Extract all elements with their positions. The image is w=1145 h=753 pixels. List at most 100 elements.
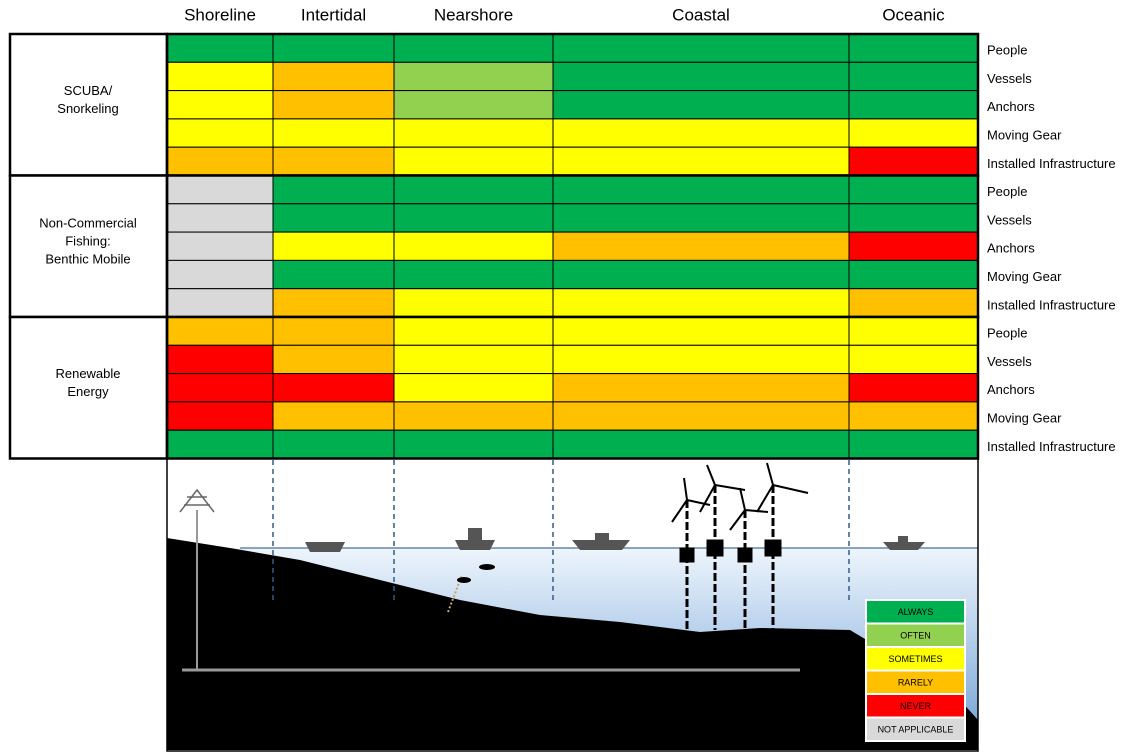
row-label: Anchors — [987, 241, 1035, 256]
cell — [166, 344, 274, 375]
cell — [393, 401, 554, 431]
row-label: Moving Gear — [987, 269, 1062, 284]
cell — [272, 231, 395, 261]
cell — [393, 33, 554, 63]
cell — [272, 146, 395, 176]
group-label-box — [8, 174, 169, 319]
cell — [552, 118, 850, 148]
cell — [166, 316, 274, 346]
column-header: Coastal — [672, 5, 730, 24]
legend-label: NOT APPLICABLE — [878, 725, 954, 735]
pylon-top — [179, 488, 215, 513]
cell — [272, 316, 395, 346]
cell — [272, 203, 395, 233]
cell — [552, 401, 850, 431]
row-label: Moving Gear — [987, 410, 1062, 425]
cell — [552, 429, 850, 460]
cell — [848, 203, 979, 233]
group-label: Benthic Mobile — [45, 252, 130, 267]
cell — [393, 429, 554, 460]
cell — [166, 33, 274, 63]
cell — [848, 401, 979, 431]
cell — [552, 344, 850, 375]
cell — [272, 344, 395, 375]
column-header: Nearshore — [434, 5, 513, 24]
cell — [848, 259, 979, 290]
group-label: Renewable — [55, 366, 120, 381]
cell — [848, 288, 979, 318]
cell — [848, 33, 979, 63]
cell — [848, 61, 979, 92]
cell — [848, 231, 979, 261]
cell — [166, 373, 274, 403]
cell — [393, 90, 554, 120]
cell — [552, 175, 850, 205]
cell — [552, 90, 850, 120]
group-label: Snorkeling — [57, 101, 118, 116]
cell — [552, 231, 850, 261]
cell — [552, 203, 850, 233]
cell — [393, 175, 554, 205]
cell — [848, 373, 979, 403]
cell — [166, 288, 274, 318]
illustration — [167, 462, 978, 750]
cell — [272, 288, 395, 318]
row-label: People — [987, 184, 1027, 199]
cell — [552, 316, 850, 346]
cell — [393, 61, 554, 92]
cell — [848, 175, 979, 205]
turbines — [671, 462, 809, 632]
illustration-border — [166, 457, 979, 752]
row-label: Installed Infrastructure — [987, 297, 1116, 312]
legend-label: NEVER — [900, 701, 932, 711]
seabed — [167, 538, 978, 750]
cell — [393, 203, 554, 233]
row-label: Vessels — [987, 354, 1032, 369]
cell — [272, 429, 395, 460]
column-header: Shoreline — [184, 5, 256, 24]
cell — [552, 259, 850, 290]
row-label: Installed Infrastructure — [987, 156, 1116, 171]
group-label-box — [8, 315, 169, 460]
cell — [393, 259, 554, 290]
cell — [393, 344, 554, 375]
cell — [848, 146, 979, 176]
cell — [272, 118, 395, 148]
cell — [272, 373, 395, 403]
cell — [552, 146, 850, 176]
column-header: Oceanic — [882, 5, 945, 24]
cell — [848, 429, 979, 460]
cell — [393, 118, 554, 148]
cell — [272, 175, 395, 205]
row-label: Moving Gear — [987, 127, 1062, 142]
cell — [272, 90, 395, 120]
cell — [166, 259, 274, 290]
cell — [848, 90, 979, 120]
cell — [166, 401, 274, 431]
legend-label: OFTEN — [900, 631, 931, 641]
cell — [848, 344, 979, 375]
legend-label: SOMETIMES — [888, 654, 942, 664]
cell — [166, 203, 274, 233]
legend-label: ALWAYS — [898, 607, 934, 617]
group-label: SCUBA/ — [64, 83, 113, 98]
cell — [393, 316, 554, 346]
cell — [393, 146, 554, 176]
cell — [848, 118, 979, 148]
cell — [848, 316, 979, 346]
group-label: Energy — [67, 384, 109, 399]
cell — [552, 61, 850, 92]
row-label: People — [987, 43, 1027, 58]
group-label: Non-Commercial — [39, 216, 137, 231]
cell — [272, 401, 395, 431]
cell — [166, 90, 274, 120]
legend-label: RARELY — [898, 678, 933, 688]
row-label: People — [987, 326, 1027, 341]
row-label: Anchors — [987, 99, 1035, 114]
cell — [166, 429, 274, 460]
cell — [166, 61, 274, 92]
row-label: Vessels — [987, 71, 1032, 86]
cell — [552, 373, 850, 403]
cell — [272, 259, 395, 290]
